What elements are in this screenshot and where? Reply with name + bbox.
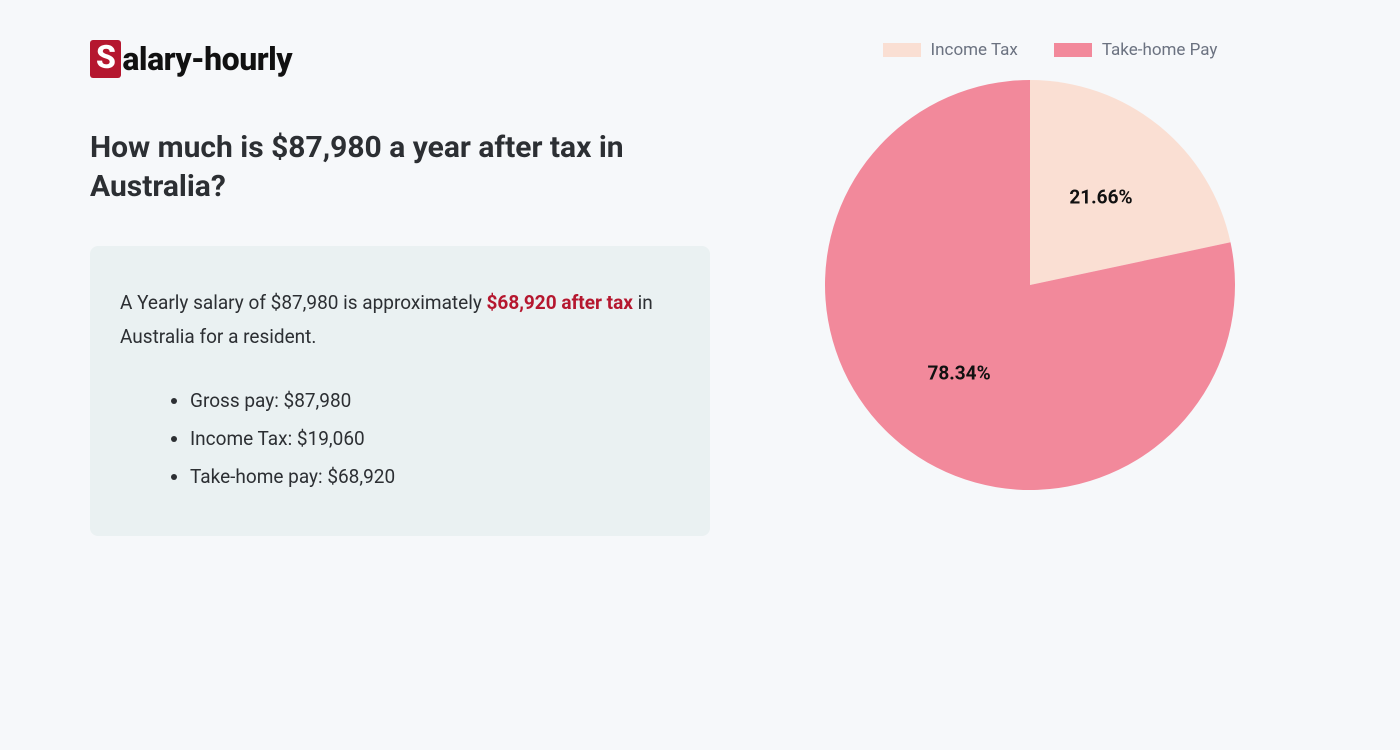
legend-swatch: [1054, 43, 1092, 57]
pie-chart: 21.66% 78.34%: [825, 80, 1235, 490]
legend-swatch: [883, 43, 921, 57]
summary-prefix: A Yearly salary of $87,980 is approximat…: [120, 291, 487, 314]
site-logo: Salary-hourly: [90, 40, 710, 78]
summary-text: A Yearly salary of $87,980 is approximat…: [120, 286, 680, 354]
legend-label: Income Tax: [931, 40, 1018, 60]
pie-slice-label: 21.66%: [1069, 186, 1132, 209]
pie-slice-label: 78.34%: [927, 361, 990, 384]
page-title: How much is $87,980 a year after tax in …: [90, 128, 710, 206]
summary-box: A Yearly salary of $87,980 is approximat…: [90, 246, 710, 536]
list-item: Gross pay: $87,980: [190, 382, 680, 420]
logo-text: alary-hourly: [122, 40, 292, 78]
list-item: Take-home pay: $68,920: [190, 458, 680, 496]
chart-legend: Income Tax Take-home Pay: [843, 40, 1218, 60]
pie-svg: [825, 80, 1235, 490]
summary-highlight: $68,920 after tax: [487, 291, 633, 314]
legend-item-income-tax: Income Tax: [883, 40, 1018, 60]
logo-badge: S: [90, 40, 121, 77]
legend-label: Take-home Pay: [1102, 40, 1218, 60]
detail-list: Gross pay: $87,980 Income Tax: $19,060 T…: [120, 382, 680, 496]
list-item: Income Tax: $19,060: [190, 420, 680, 458]
legend-item-take-home: Take-home Pay: [1054, 40, 1218, 60]
